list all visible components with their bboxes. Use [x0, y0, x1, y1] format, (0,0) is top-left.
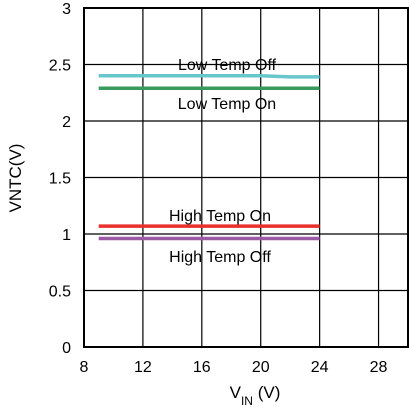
- y-tick-label: 1: [62, 227, 71, 244]
- grid: [84, 8, 408, 347]
- y-tick-labels: 0 0.5 1 1.5 2 2.5 3: [49, 1, 71, 357]
- x-tick-label: 20: [252, 359, 270, 376]
- plot-frame: [83, 7, 409, 348]
- y-tick-label: 3: [62, 1, 71, 18]
- y-tick-label: 0.5: [49, 284, 71, 301]
- annotation-low-temp-off: Low Temp Off: [178, 57, 277, 74]
- x-tick-label: 16: [193, 359, 211, 376]
- y-tick-label: 2.5: [49, 58, 71, 75]
- x-tick-label: 24: [311, 359, 329, 376]
- y-tick-label: 1.5: [49, 171, 71, 188]
- x-tick-label: 12: [134, 359, 152, 376]
- y-tick-label: 0: [62, 340, 71, 357]
- x-axis-label-subscript: IN: [241, 394, 253, 408]
- y-tick-label: 2: [62, 114, 71, 131]
- series-annotations: Low Temp Off Low Temp On High Temp On High …: [169, 57, 277, 266]
- annotation-low-temp-on: Low Temp On: [178, 96, 276, 113]
- y-axis-label: VNTC(V): [6, 144, 25, 213]
- x-axis-label-unit: (V): [253, 383, 280, 402]
- annotation-high-temp-on: High Temp On: [169, 208, 271, 225]
- x-axis-label: VIN (V): [230, 383, 281, 408]
- series-lines: [98, 74, 320, 241]
- x-tick-label: 28: [370, 359, 388, 376]
- annotation-high-temp-off: High Temp Off: [169, 249, 271, 266]
- x-tick-label: 8: [80, 359, 89, 376]
- x-axis-label-main: V: [230, 383, 242, 402]
- series-line-low-temp-off: [98, 74, 320, 79]
- x-tick-labels: 8 12 16 20 24 28: [80, 359, 388, 376]
